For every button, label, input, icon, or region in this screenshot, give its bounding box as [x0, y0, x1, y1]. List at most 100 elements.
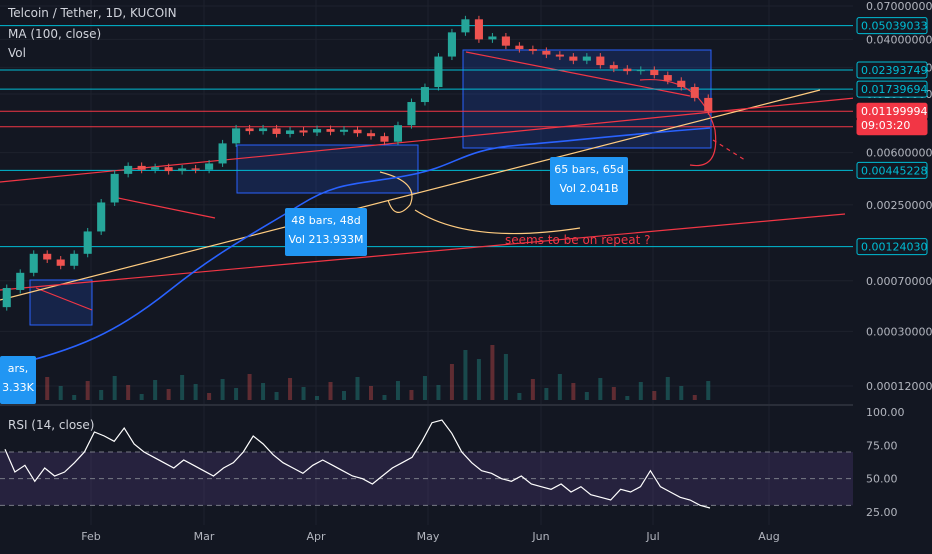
time-tick-apr: Apr: [306, 530, 326, 543]
volume-bar: [342, 391, 347, 400]
candle-body: [299, 130, 308, 133]
candles-layer: [2, 15, 713, 311]
candle-body: [137, 165, 146, 170]
candle-body: [461, 19, 470, 33]
volume-bar: [463, 350, 468, 400]
box-1-label-line2: Vol 213.933M: [289, 233, 364, 246]
time-axis[interactable]: Feb Mar Apr May Jun Jul Aug: [0, 525, 932, 550]
candle-body: [286, 130, 295, 134]
price-tick-8: 0.00012000: [866, 380, 932, 393]
volume-bar: [706, 381, 711, 400]
volume-bar: [315, 396, 320, 400]
volume-bar: [611, 387, 616, 400]
candle-body: [569, 56, 578, 61]
price-tick-7: 0.00030000: [866, 325, 932, 338]
volume-bar: [355, 377, 360, 400]
time-tick-mar: Mar: [194, 530, 215, 543]
volume-bar: [261, 383, 266, 400]
curve-arc: [414, 209, 581, 235]
price-tick-1: 0.04000000: [866, 33, 932, 46]
volume-bar: [274, 392, 279, 400]
volume-bar: [436, 385, 441, 400]
box-2-label-line2: Vol 2.041B: [560, 182, 619, 195]
rsi-tick-2: 50.00: [866, 473, 898, 486]
box-1-label-line1: 48 bars, 48d: [291, 214, 360, 227]
price-axis[interactable]: 0.070000000.040000000.025000000.01600000…: [853, 0, 932, 550]
rsi-tick-0: 100.00: [866, 406, 905, 419]
volume-bar: [328, 382, 333, 400]
candle-body: [97, 202, 106, 232]
box-3-label-bg: [0, 356, 36, 404]
price-label-6: 0.00124030: [861, 241, 927, 254]
volume-bar: [449, 364, 454, 400]
rsi-line: [4, 419, 711, 509]
volume-bar: [139, 394, 144, 400]
candle-body: [434, 56, 443, 88]
candle-body: [178, 168, 187, 172]
candle-body: [43, 253, 52, 260]
rsi-legend[interactable]: RSI (14, close): [8, 418, 95, 432]
horizontal-levels: [0, 25, 853, 248]
volume-bar: [112, 376, 117, 400]
time-tick-feb: Feb: [81, 530, 100, 543]
candle-body: [164, 167, 173, 172]
volume-bar: [180, 375, 185, 400]
candle-body: [16, 272, 25, 290]
candle-body: [474, 19, 483, 40]
range-box-1: [29, 279, 93, 326]
ma-legend[interactable]: MA (100, close): [8, 27, 102, 41]
candle-body: [312, 129, 322, 133]
price-label-0: 0.05039033: [861, 20, 927, 33]
candle-body: [259, 128, 268, 132]
candle-body: [420, 87, 429, 103]
time-tick-jul: Jul: [645, 530, 659, 543]
candle-body: [29, 253, 38, 273]
candle-body: [447, 32, 456, 57]
time-tick-aug: Aug: [758, 530, 779, 543]
price-label-bg-6: [856, 238, 928, 256]
projection-line: [712, 139, 746, 161]
volume-bar: [368, 386, 373, 400]
volume-bar: [409, 390, 414, 400]
box-1-label: 48 bars, 48d Vol 213.933M: [285, 208, 367, 256]
volume-bar: [207, 393, 212, 400]
candle-body: [353, 129, 362, 134]
volume-bar: [99, 390, 104, 400]
box-3-label-line2: 3.33K: [2, 381, 34, 394]
ma-line: [0, 127, 711, 369]
trend-line-up: [0, 89, 821, 301]
candle-body: [2, 288, 11, 308]
vol-legend[interactable]: Vol: [8, 46, 26, 60]
price-label-1: 0.02393749: [861, 64, 927, 77]
candle-body: [488, 36, 497, 40]
volume-bar: [126, 385, 131, 400]
volume-bar: [382, 395, 387, 400]
price-tick-0: 0.07000000: [866, 0, 932, 13]
price-label-bg-5: [856, 161, 928, 179]
candle-body: [609, 65, 618, 69]
candle-body: [555, 54, 564, 57]
candle-body: [83, 231, 92, 254]
volume-bar: [638, 382, 643, 400]
grid-layer: [0, 0, 932, 525]
candle-body: [110, 173, 119, 203]
annotations-layer: 48 bars, 48d Vol 213.933M 65 bars, 65d Vol …: [0, 157, 651, 404]
circle-mark-2: [379, 171, 413, 213]
countdown-text: 09:03:20: [861, 119, 910, 132]
candle-body: [272, 128, 281, 134]
candle-body: [677, 80, 686, 88]
candle-body: [124, 165, 133, 174]
candle-body: [56, 259, 65, 266]
box-2-label-bg: [550, 157, 628, 205]
note-text: seems to be on repeat ?: [505, 233, 651, 247]
volume-bar: [234, 388, 239, 400]
rsi-tick-1: 75.00: [866, 439, 898, 452]
symbol-legend[interactable]: Telcoin / Tether, 1D, KUCOIN: [8, 6, 177, 20]
candle-body: [393, 125, 403, 142]
volume-bar: [166, 389, 171, 400]
volume-bar: [530, 379, 535, 400]
volume-bar: [665, 377, 670, 400]
price-label-bg-1: [856, 61, 928, 79]
volume-bar: [571, 383, 576, 400]
